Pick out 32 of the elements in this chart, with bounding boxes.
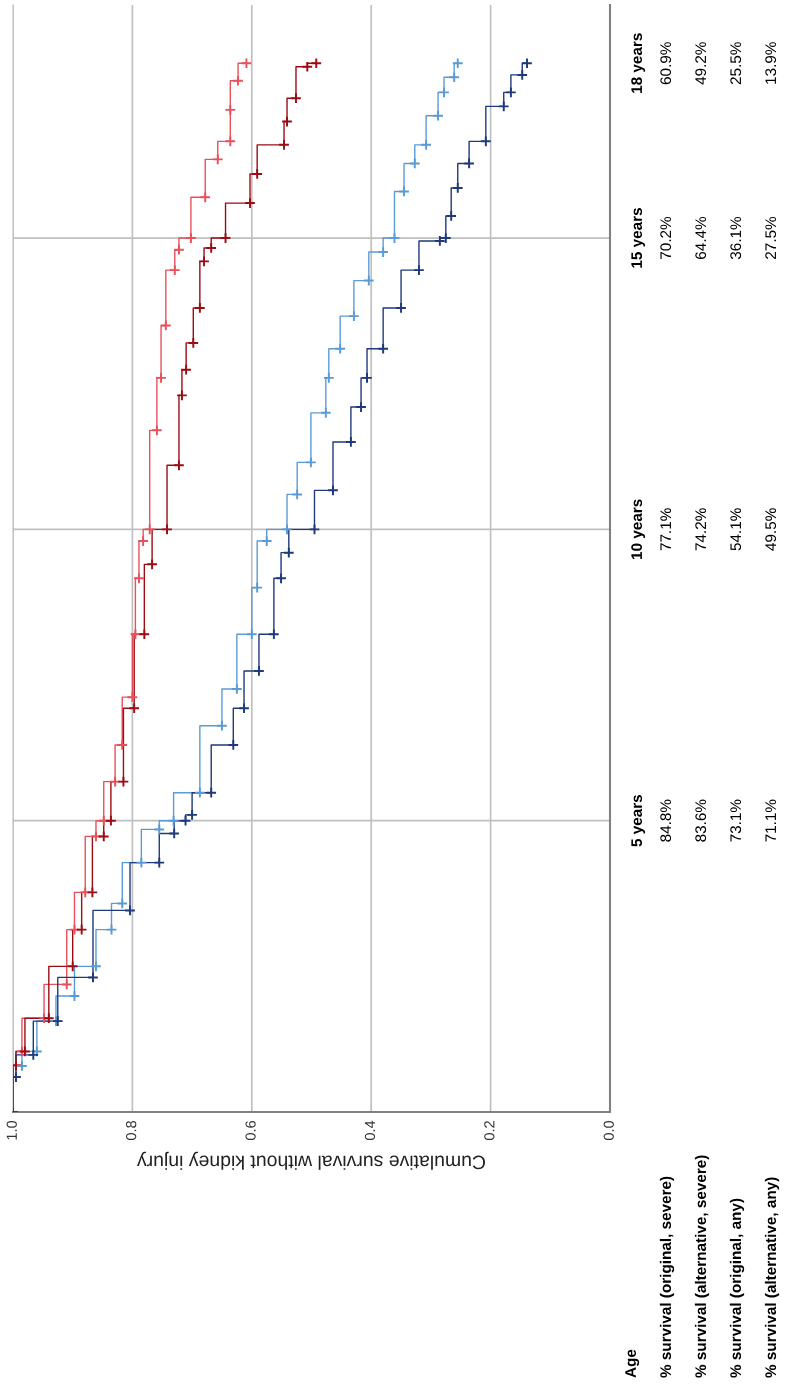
text: 73.1% xyxy=(730,799,742,842)
y-tick-label: 15 years xyxy=(631,208,646,268)
x-tick-label: 0.2 xyxy=(484,1121,495,1141)
text: 25.5% xyxy=(730,42,742,85)
x-tick-label: 0.4 xyxy=(364,1120,376,1141)
text: 49.2% xyxy=(695,42,707,85)
text: 54.1% xyxy=(730,508,742,551)
text: 64.4% xyxy=(695,216,707,259)
text: 83.6% xyxy=(695,799,707,842)
y-tick-label: 5 years xyxy=(631,794,646,847)
text: 77.1% xyxy=(660,508,672,551)
x-tick-label: 0.0 xyxy=(603,1120,614,1141)
y-tick-label: 10 years xyxy=(631,499,646,559)
x-tick-label: 0.6 xyxy=(245,1120,256,1141)
text: 84.8% xyxy=(660,799,672,842)
x-tick-label: 1.0 xyxy=(6,1120,17,1140)
text: 71.1% xyxy=(765,799,777,842)
x-axis-title: Cumulative survival without kidney injury xyxy=(137,1151,486,1170)
text: 74.2% xyxy=(695,508,707,551)
text: 36.1% xyxy=(730,216,742,260)
text: % survival (alternative, any) xyxy=(764,1177,780,1378)
text: 70.2% xyxy=(660,216,672,259)
x-tick-label: 0.8 xyxy=(125,1120,137,1141)
text: 60.9% xyxy=(660,42,672,85)
text: 49.5% xyxy=(765,508,777,551)
text: % survival (alternative, severe) xyxy=(694,1155,710,1378)
text: 13.9% xyxy=(765,42,777,84)
text: % survival (original, any) xyxy=(729,1198,745,1378)
text: % survival (original, severe) xyxy=(659,1176,675,1378)
y-tick-label: 18 years xyxy=(631,33,646,93)
text: Age xyxy=(625,1349,640,1378)
text: 27.5% xyxy=(765,216,777,259)
